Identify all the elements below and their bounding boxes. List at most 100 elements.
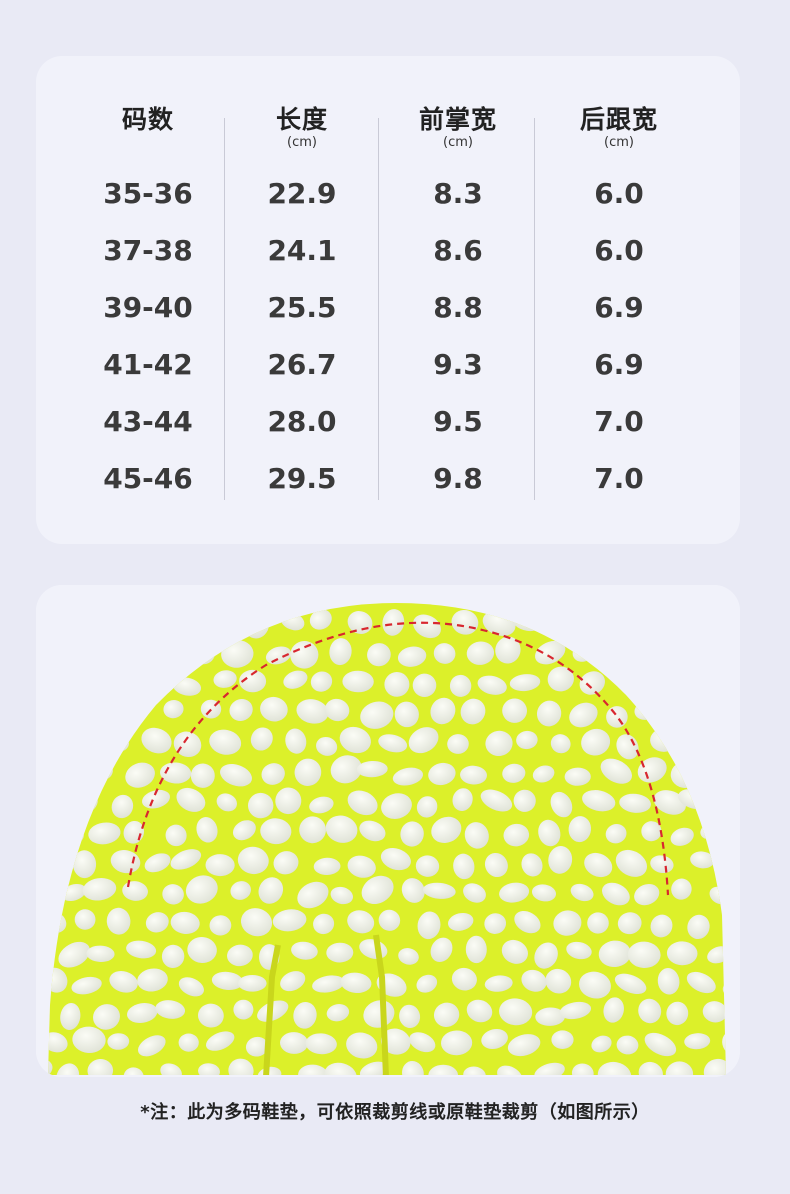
foam-pebble xyxy=(170,911,200,934)
foam-pebble xyxy=(198,1003,224,1028)
foam-pebble xyxy=(671,878,692,900)
foam-pebble xyxy=(109,970,138,993)
foam-pebble xyxy=(602,882,630,906)
foam-pebble xyxy=(87,1058,114,1075)
foam-pebble xyxy=(619,793,651,813)
foam-pebble xyxy=(56,1063,80,1075)
foam-pebble xyxy=(516,730,538,750)
foam-pebble xyxy=(553,910,582,936)
foam-pebble xyxy=(502,763,526,783)
foam-pebble xyxy=(650,914,673,938)
foam-pebble xyxy=(291,941,318,960)
foam-pebble xyxy=(60,1002,81,1031)
foam-pebble xyxy=(579,971,611,999)
foam-pebble xyxy=(265,646,292,665)
foam-pebble xyxy=(460,698,486,725)
foam-pebble xyxy=(298,1064,328,1075)
foam-pebble xyxy=(205,854,235,877)
column-divider xyxy=(534,118,535,500)
foam-pebble xyxy=(495,636,521,664)
column-unit: (cm) xyxy=(443,135,473,150)
foam-pebble xyxy=(416,974,438,993)
foam-pebble xyxy=(582,790,616,812)
foam-pebble xyxy=(161,944,185,968)
foam-pebble xyxy=(216,793,237,812)
foam-pebble xyxy=(72,850,97,879)
foam-pebble xyxy=(381,793,412,819)
foam-pebble xyxy=(484,975,513,992)
foam-pebble xyxy=(220,763,252,787)
table-cell: 6.9 xyxy=(594,348,644,381)
foam-pebble xyxy=(309,796,334,814)
foam-pebble xyxy=(125,762,155,788)
foam-pebble xyxy=(535,640,566,665)
foam-pebble xyxy=(616,1035,639,1055)
table-cell: 26.7 xyxy=(267,348,337,381)
foam-pebble xyxy=(627,941,661,969)
foam-pebble xyxy=(312,975,345,993)
foam-pebble xyxy=(598,940,631,968)
foam-pebble xyxy=(466,641,495,665)
foam-pebble xyxy=(380,848,411,871)
foam-pebble xyxy=(361,875,394,905)
foam-pebble xyxy=(447,912,474,931)
column-header: 前掌宽 xyxy=(418,105,497,134)
foam-pebble xyxy=(600,758,632,784)
foam-pebble xyxy=(571,1063,594,1075)
foam-pebble xyxy=(497,1065,523,1075)
foam-pebble xyxy=(466,999,493,1023)
foam-pebble xyxy=(82,878,117,901)
foam-pebble xyxy=(464,822,489,849)
foam-pebble xyxy=(579,671,605,695)
column-unit: (cm) xyxy=(604,135,634,150)
insole-heel-image xyxy=(36,585,740,1077)
foam-pebble xyxy=(415,855,440,877)
foam-pebble xyxy=(196,817,218,843)
foam-pebble xyxy=(347,790,378,816)
foam-pebble xyxy=(293,1001,317,1029)
foam-pebble xyxy=(547,666,574,692)
foam-pebble xyxy=(499,882,530,903)
foam-pebble xyxy=(141,727,172,754)
foam-pebble xyxy=(367,643,391,667)
foam-pebble xyxy=(484,913,507,934)
foam-pebble xyxy=(72,1026,106,1054)
foam-pebble xyxy=(71,976,102,995)
foam-pebble xyxy=(559,1001,592,1020)
column-header: 码数 xyxy=(121,105,174,134)
foam-pebble xyxy=(86,945,115,963)
foam-pebble xyxy=(514,910,541,934)
foam-pebble xyxy=(326,1004,350,1022)
foam-pebble xyxy=(401,878,425,903)
foam-pebble xyxy=(408,727,439,754)
foam-pebble xyxy=(178,1033,199,1052)
foam-pebble xyxy=(239,669,267,693)
foam-pebble xyxy=(550,791,573,818)
foam-pebble xyxy=(584,852,613,878)
table-cell: 9.5 xyxy=(433,405,483,438)
cutting-note: *注：此为多码鞋垫，可依照裁剪线或原鞋垫裁剪（如图所示） xyxy=(140,1102,650,1123)
foam-pebble xyxy=(313,857,341,876)
foam-pebble xyxy=(356,760,388,778)
table-cell: 39-40 xyxy=(103,291,193,324)
table-cell: 7.0 xyxy=(594,462,644,495)
foam-pebble xyxy=(638,998,662,1024)
foam-pebble xyxy=(531,884,557,902)
foam-pebble xyxy=(449,674,472,697)
foam-pebble xyxy=(641,821,662,842)
foam-pebble xyxy=(430,937,453,963)
foam-pebble xyxy=(126,940,157,959)
foam-pebble xyxy=(310,671,333,692)
foam-pebble xyxy=(657,968,680,995)
foam-pebble xyxy=(305,1033,337,1055)
insole-photo-card xyxy=(36,585,740,1077)
foam-pebble xyxy=(155,1000,186,1019)
foam-pebble xyxy=(428,1064,459,1075)
cutting-guide-line xyxy=(126,621,670,896)
foam-pebble xyxy=(160,1063,182,1075)
foam-pebble xyxy=(535,1007,566,1026)
foam-pebble xyxy=(617,912,642,935)
foam-pebble xyxy=(330,886,354,905)
table-cell: 6.0 xyxy=(594,177,644,210)
column-header: 长度 xyxy=(275,105,328,134)
